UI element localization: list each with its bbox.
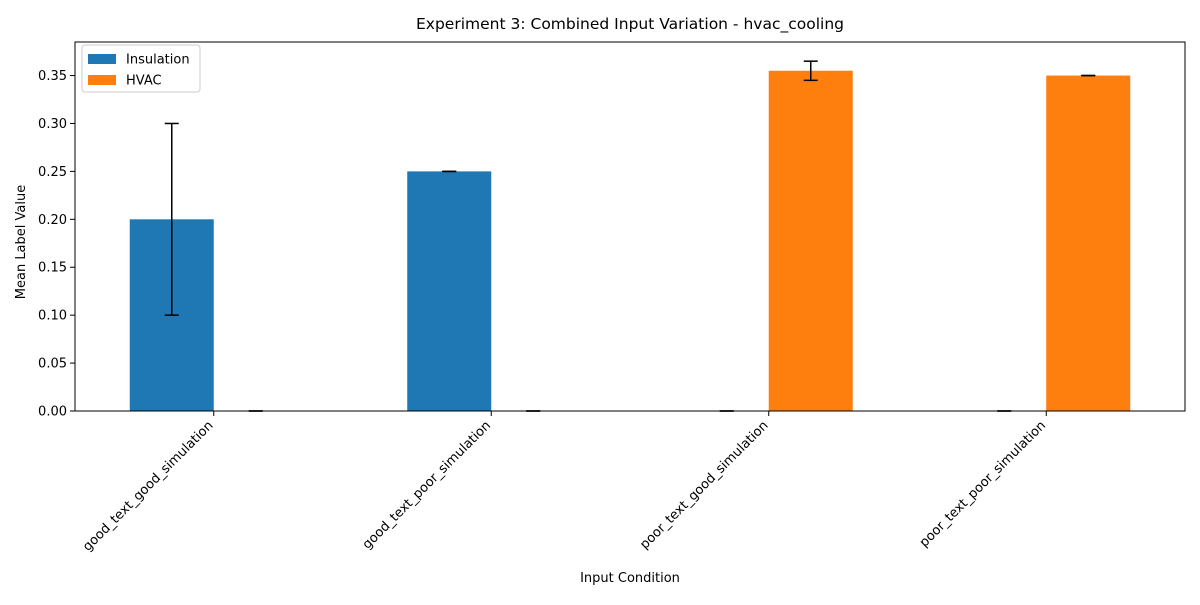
y-tick-label-5: 0.25 [38, 165, 67, 180]
legend-swatch-insulation [88, 54, 116, 64]
x-axis-label: Input Condition [580, 571, 680, 586]
y-axis-label: Mean Label Value [14, 185, 29, 299]
y-tick-label-4: 0.20 [38, 213, 67, 228]
chart-title: Experiment 3: Combined Input Variation -… [416, 15, 844, 34]
bar-hvac-2 [768, 70, 853, 411]
plot-frame [74, 41, 1186, 412]
y-tick-label-1: 0.05 [38, 357, 67, 372]
y-tick-label-2: 0.10 [38, 309, 67, 324]
y-tick-label-7: 0.35 [38, 69, 67, 84]
y-tick-label-3: 0.15 [38, 261, 67, 276]
plot-area [129, 60, 1131, 412]
legend-label-hvac: HVAC [126, 74, 162, 89]
y-tick-label-6: 0.30 [38, 117, 67, 132]
bar-insulation-1 [407, 171, 492, 411]
legend-label-insulation: Insulation [126, 53, 190, 68]
y-tick-label-0: 0.00 [38, 405, 67, 420]
legend: Insulation HVAC [81, 44, 201, 93]
bar-hvac-3 [1046, 75, 1131, 412]
legend-swatch-hvac [88, 75, 116, 85]
